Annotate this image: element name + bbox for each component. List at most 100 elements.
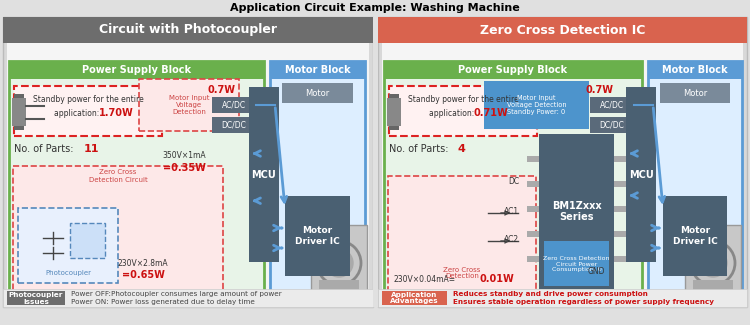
- Bar: [685, 225, 741, 295]
- Bar: [648, 61, 742, 301]
- Bar: [626, 87, 656, 262]
- Text: 350V×1mA: 350V×1mA: [162, 151, 206, 161]
- Text: No. of Parts:: No. of Parts:: [389, 144, 452, 154]
- Bar: [614, 206, 626, 212]
- Bar: [389, 126, 399, 130]
- Text: Photocoupler: Photocoupler: [45, 270, 91, 276]
- Bar: [3, 17, 373, 43]
- Text: Photocoupler
Issues: Photocoupler Issues: [9, 292, 63, 305]
- Bar: [249, 87, 279, 262]
- Bar: [614, 156, 626, 162]
- Text: Power ON: Power loss generated due to delay time: Power ON: Power loss generated due to de…: [71, 299, 255, 305]
- Text: AC1: AC1: [504, 206, 519, 215]
- Bar: [18, 208, 118, 283]
- Bar: [13, 166, 223, 291]
- Bar: [139, 79, 239, 131]
- Text: 0.71W: 0.71W: [474, 108, 508, 118]
- Text: 4: 4: [457, 144, 465, 154]
- Text: Standby power for the entire: Standby power for the entire: [408, 96, 518, 105]
- Bar: [484, 81, 589, 129]
- Text: 0.01W: 0.01W: [479, 274, 514, 284]
- Text: Power OFF:Photocoupler consumes large amount of power: Power OFF:Photocoupler consumes large am…: [71, 291, 282, 297]
- Bar: [614, 181, 626, 187]
- Bar: [3, 289, 373, 307]
- Bar: [212, 117, 256, 133]
- Bar: [648, 61, 742, 79]
- Text: MCU: MCU: [628, 170, 653, 179]
- Bar: [378, 17, 747, 43]
- Bar: [693, 280, 733, 290]
- Bar: [12, 98, 26, 126]
- Text: application:: application:: [54, 109, 102, 118]
- Bar: [527, 206, 539, 212]
- Bar: [590, 117, 634, 133]
- Text: 1.70W: 1.70W: [99, 108, 134, 118]
- Text: Motor Input
Voltage Detection
Standby Power: 0: Motor Input Voltage Detection Standby Po…: [507, 95, 566, 115]
- Bar: [660, 83, 730, 103]
- Text: GND: GND: [588, 266, 605, 276]
- Text: No. of Parts:: No. of Parts:: [14, 144, 76, 154]
- Bar: [285, 196, 350, 276]
- Bar: [7, 43, 369, 303]
- Text: Zero Cross
Detection Circuit: Zero Cross Detection Circuit: [88, 170, 147, 183]
- Text: Motor Block: Motor Block: [285, 65, 350, 75]
- Text: Motor
Driver IC: Motor Driver IC: [295, 226, 340, 246]
- Bar: [387, 98, 401, 126]
- Text: =0.35W: =0.35W: [163, 163, 206, 173]
- Bar: [270, 61, 365, 79]
- Text: Zero Cross
Detection: Zero Cross Detection: [443, 266, 481, 280]
- Bar: [527, 256, 539, 262]
- Bar: [373, 17, 378, 307]
- Text: Ensures stable operation regardless of power supply frequency: Ensures stable operation regardless of p…: [453, 299, 714, 305]
- Text: AC/DC: AC/DC: [600, 100, 624, 110]
- Text: 230V×2.8mA: 230V×2.8mA: [118, 258, 168, 267]
- Bar: [378, 17, 747, 307]
- Text: DC: DC: [508, 176, 519, 186]
- Bar: [7, 291, 65, 305]
- Bar: [527, 181, 539, 187]
- Text: Motor: Motor: [305, 88, 330, 98]
- Bar: [9, 61, 264, 301]
- Bar: [539, 134, 614, 289]
- Text: Motor Input
Voltage
Detection: Motor Input Voltage Detection: [169, 95, 209, 115]
- Text: Zero Cross Detection
Circuit Power
Consumption: 0: Zero Cross Detection Circuit Power Consu…: [543, 256, 610, 272]
- Text: Motor Block: Motor Block: [662, 65, 728, 75]
- Text: 230V×0.04mA=: 230V×0.04mA=: [394, 275, 456, 283]
- Bar: [382, 291, 447, 305]
- Bar: [384, 61, 642, 79]
- Text: Application Circuit Example: Washing Machine: Application Circuit Example: Washing Mac…: [230, 3, 520, 13]
- Text: 0.7W: 0.7W: [208, 85, 236, 95]
- Circle shape: [699, 249, 727, 277]
- Bar: [9, 61, 264, 79]
- Bar: [14, 126, 24, 130]
- Text: DC/DC: DC/DC: [221, 121, 247, 129]
- Bar: [527, 156, 539, 162]
- Bar: [389, 94, 399, 98]
- Text: Motor: Motor: [682, 88, 707, 98]
- Text: 0.7W: 0.7W: [586, 85, 614, 95]
- Text: Standby power for the entire: Standby power for the entire: [33, 96, 143, 105]
- Text: AC/DC: AC/DC: [222, 100, 246, 110]
- Text: DC/DC: DC/DC: [599, 121, 625, 129]
- Text: MCU: MCU: [251, 170, 276, 179]
- Bar: [282, 83, 353, 103]
- Bar: [384, 61, 642, 301]
- Bar: [614, 256, 626, 262]
- Text: 11: 11: [84, 144, 100, 154]
- Bar: [14, 86, 162, 136]
- Text: Application
Advantages: Application Advantages: [390, 292, 438, 305]
- Bar: [544, 241, 609, 286]
- Text: Circuit with Photocoupler: Circuit with Photocoupler: [99, 23, 277, 36]
- Text: application:: application:: [429, 109, 477, 118]
- Bar: [14, 94, 24, 98]
- Bar: [378, 289, 747, 307]
- Text: Reduces standby and drive power consumption: Reduces standby and drive power consumpt…: [453, 291, 648, 297]
- Text: Power Supply Block: Power Supply Block: [458, 65, 568, 75]
- Text: =0.65W: =0.65W: [122, 270, 164, 280]
- Bar: [527, 231, 539, 237]
- Circle shape: [325, 249, 353, 277]
- Bar: [270, 61, 365, 301]
- Text: Power Supply Block: Power Supply Block: [82, 65, 191, 75]
- Text: Zero Cross Detection IC: Zero Cross Detection IC: [480, 23, 645, 36]
- Bar: [212, 97, 256, 113]
